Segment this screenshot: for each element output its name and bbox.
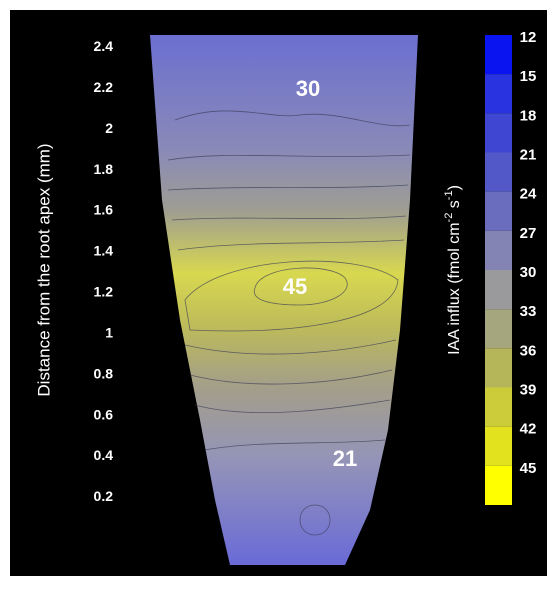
y-tick-label: 2 xyxy=(105,120,113,136)
figure: Distance from the root apex (mm) IAA inf… xyxy=(0,0,557,586)
colorbar-band xyxy=(485,388,512,427)
colorbar-band xyxy=(485,231,512,270)
colorbar-band xyxy=(485,113,512,152)
colorbar-band xyxy=(485,466,512,505)
colorbar-band xyxy=(485,153,512,192)
colorbar-band xyxy=(485,74,512,113)
colorbar-tick-label: 30 xyxy=(520,264,537,281)
y-tick-label: 0.6 xyxy=(94,406,114,422)
colorbar-tick-label: 33 xyxy=(520,303,537,320)
colorbar-tick-label: 18 xyxy=(520,107,537,124)
contour-label: 45 xyxy=(283,274,307,299)
y-tick-label: 1.6 xyxy=(94,202,114,218)
colorbar-band xyxy=(485,270,512,309)
y-tick-label: 0.2 xyxy=(94,488,114,504)
colorbar-band xyxy=(485,309,512,348)
colorbar-tick-label: 27 xyxy=(520,225,537,242)
y-tick-label: 2.2 xyxy=(94,79,114,95)
colorbar-tick-label: 21 xyxy=(520,146,537,163)
y-tick-label: 1.2 xyxy=(94,284,114,300)
colorbar-tick-label: 39 xyxy=(520,381,537,398)
colorbar-tick-label: 15 xyxy=(520,68,537,85)
colorbar-label: IAA influx (fmol cm-2 s-1) xyxy=(443,185,463,355)
colorbar-tick-label: 12 xyxy=(520,29,537,46)
colorbar-band xyxy=(485,35,512,74)
colorbar-band xyxy=(485,348,512,387)
colorbar-label-part: s xyxy=(446,200,463,212)
y-tick-label: 2.4 xyxy=(94,38,114,54)
colorbar-label-sup: -1 xyxy=(443,190,455,200)
colorbar-tick-label: 45 xyxy=(520,460,537,477)
colorbar-band xyxy=(485,192,512,231)
colorbar-label-part: ) xyxy=(446,185,463,190)
colorbar-label-sup: -2 xyxy=(443,213,455,223)
colorbar-tick-label: 24 xyxy=(520,186,537,203)
y-tick-label: 1.8 xyxy=(94,161,114,177)
colorbar-band xyxy=(485,427,512,466)
contour-label: 30 xyxy=(296,76,320,101)
y-tick-label: 1 xyxy=(105,324,113,340)
contour-label: 21 xyxy=(333,446,357,471)
colorbar-tick-label: 42 xyxy=(520,421,537,438)
y-axis-label: Distance from the root apex (mm) xyxy=(34,143,53,396)
y-tick-label: 1.4 xyxy=(94,243,114,259)
colorbar-label-part: IAA influx (fmol cm xyxy=(446,222,463,354)
colorbar-tick-label: 36 xyxy=(520,342,537,359)
y-tick-label: 0.8 xyxy=(94,365,114,381)
y-tick-label: 0.4 xyxy=(94,447,114,463)
